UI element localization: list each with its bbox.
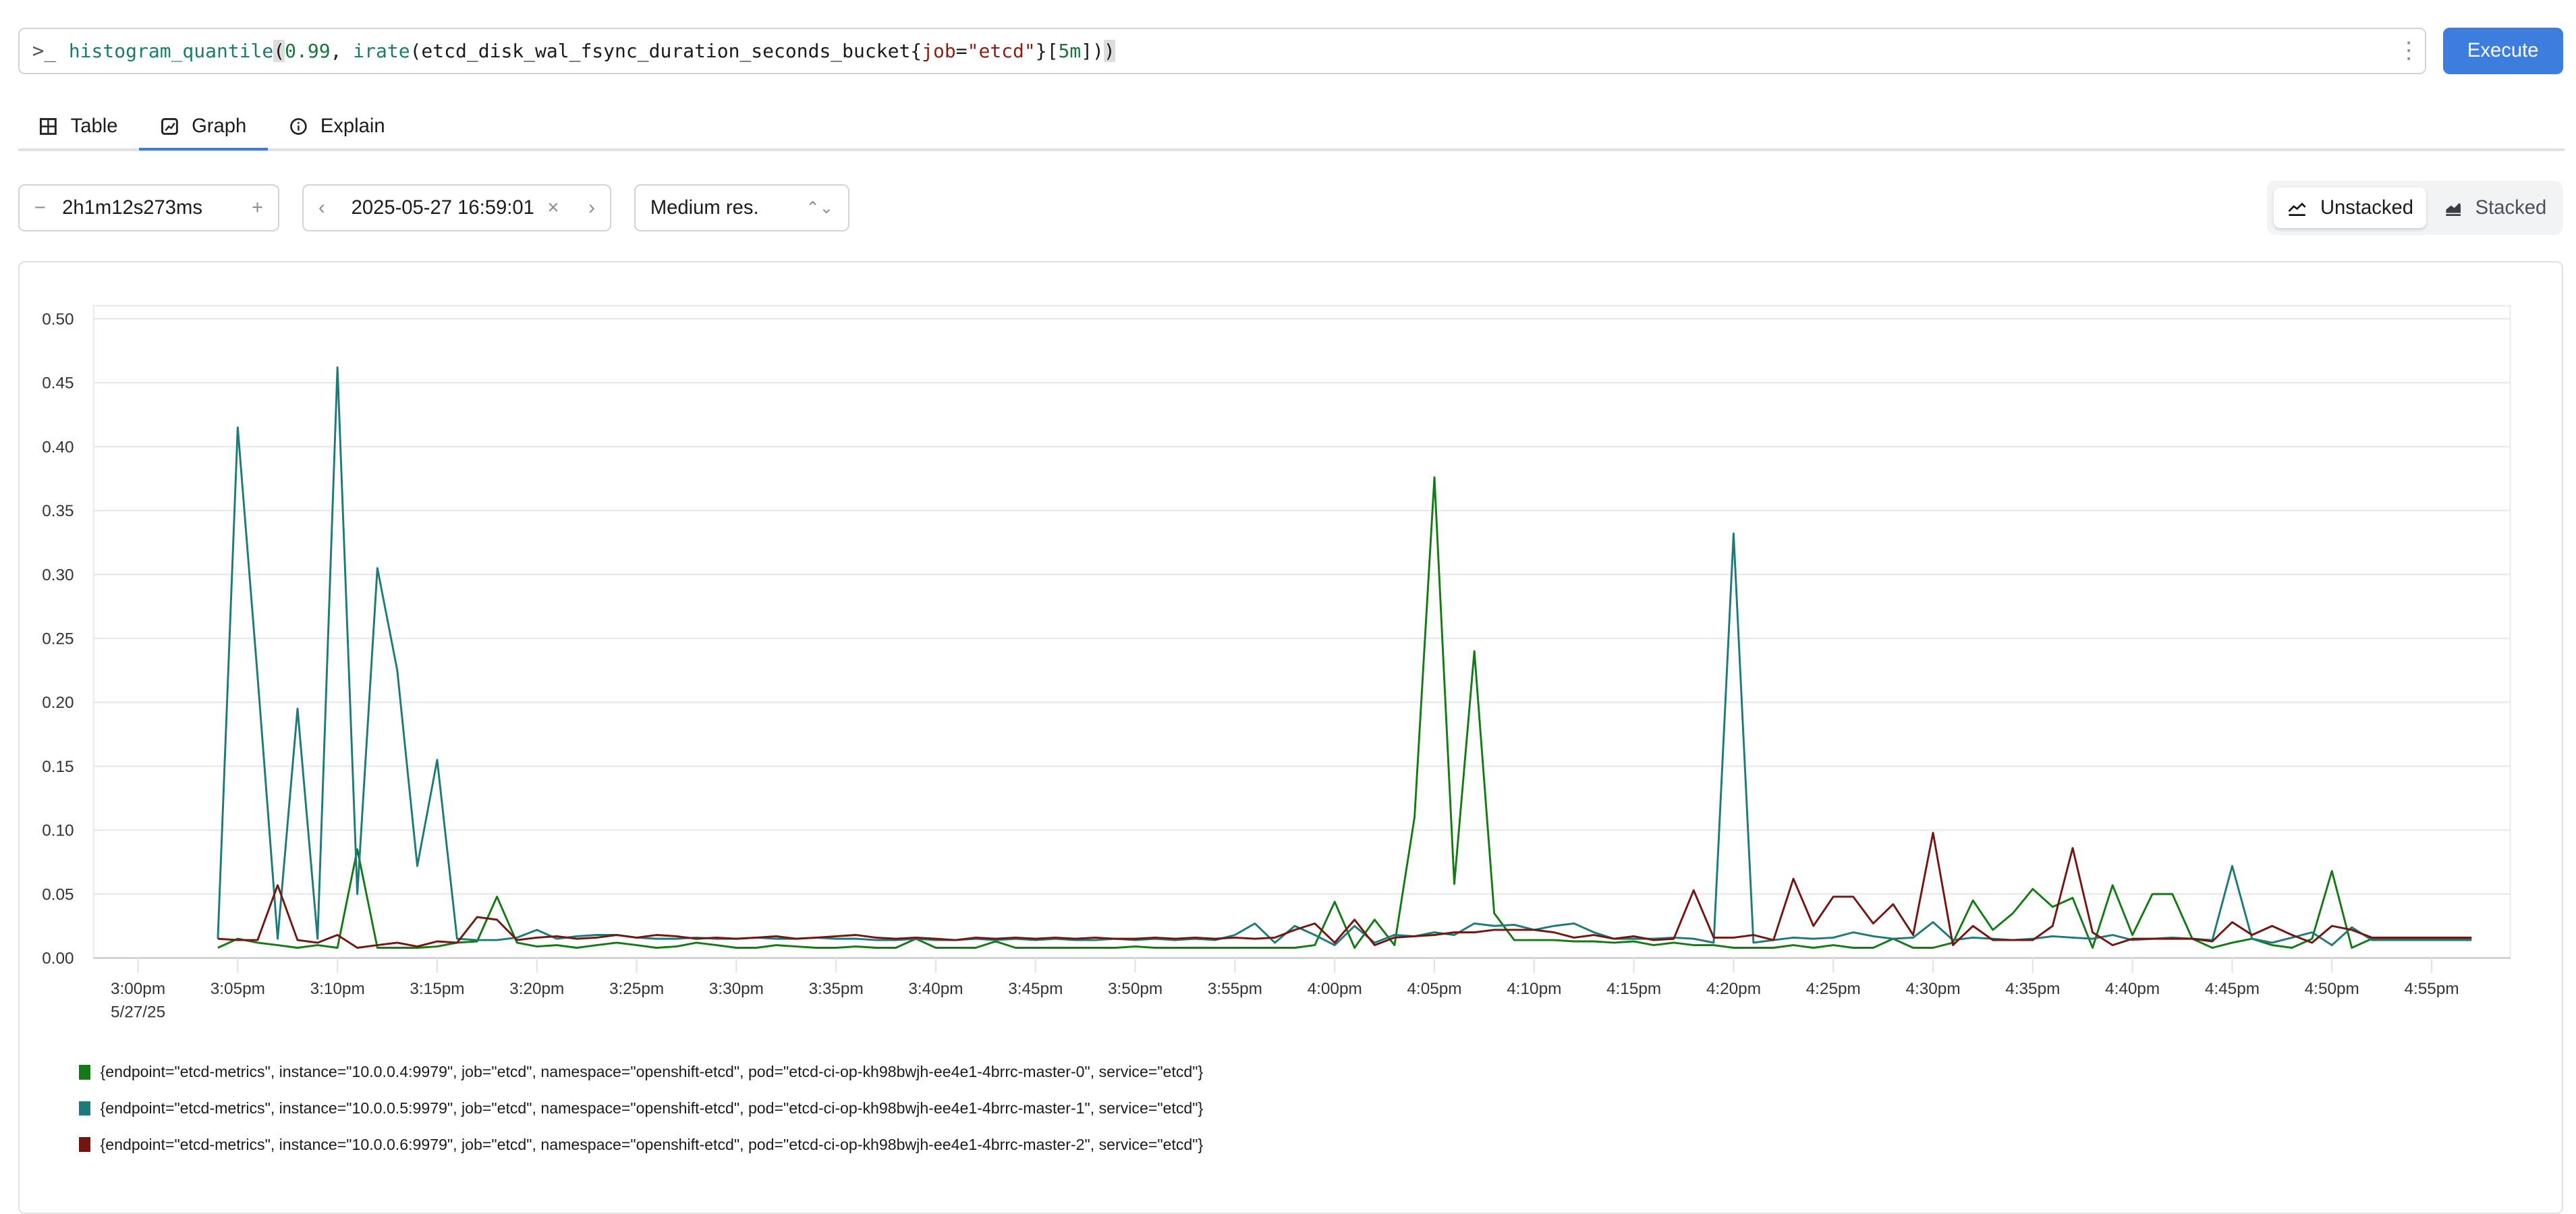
stack-toggle: Unstacked Stacked [2267, 180, 2563, 236]
time-series-chart[interactable]: 0.00 0.05 0.10 0.15 0.20 0.25 0.30 0.35 0.40 0.45… [0, 0, 2576, 1051]
unstacked-button[interactable]: Unstacked [2274, 187, 2427, 229]
execute-button[interactable]: Execute [2442, 28, 2563, 74]
x-tick-label: 3:15pm [410, 980, 464, 998]
increase-range-button[interactable]: + [251, 196, 264, 219]
x-tick-label: 4:50pm [2305, 980, 2359, 998]
x-tick-label: 3:45pm [1008, 980, 1063, 998]
x-tick-label: 4:45pm [2205, 980, 2260, 998]
resolution-select[interactable]: Medium res. ⌃⌄ [634, 184, 849, 232]
x-tick-label: 3:20pm [509, 980, 564, 998]
view-tabs: Table Graph Explain [18, 105, 2565, 151]
query-token: , [330, 39, 354, 62]
legend-swatch [78, 1064, 90, 1080]
query-token: (etcd_disk_wal_fsync_duration_seconds_bu… [410, 39, 922, 62]
previous-time-button[interactable]: ‹ [318, 196, 325, 219]
query-token: }[ [1035, 39, 1059, 62]
query-token: ) [1103, 39, 1115, 62]
stacked-button[interactable]: Stacked [2432, 188, 2560, 229]
legend-swatch [78, 1101, 90, 1116]
query-token: "etcd" [967, 39, 1036, 62]
x-tick-label: 4:15pm [1606, 980, 1661, 998]
tab-graph[interactable]: Graph [139, 105, 268, 151]
x-tick-label: 4:05pm [1407, 980, 1461, 998]
graph-icon [161, 118, 178, 135]
query-token: ( [273, 39, 285, 62]
tab-label: Graph [192, 115, 247, 137]
query-input[interactable]: >_ histogram_quantile(0.99, irate(etcd_d… [18, 28, 2427, 74]
y-tick-label: 0.05 [42, 885, 74, 904]
x-tick-label: 3:00pm [111, 980, 165, 998]
stacked-label: Stacked [2475, 196, 2547, 219]
query-expression[interactable]: histogram_quantile(0.99, irate(etcd_disk… [68, 39, 2392, 62]
x-tick-label: 3:35pm [809, 980, 864, 998]
y-tick-label: 0.35 [42, 502, 74, 520]
end-time-input: ‹ 2025-05-27 16:59:01 × › [302, 184, 611, 232]
tab-label: Explain [320, 115, 385, 137]
y-tick-label: 0.50 [42, 310, 74, 329]
query-token: ]) [1081, 39, 1104, 62]
clear-time-button[interactable]: × [547, 196, 559, 219]
x-tick-label: 3:30pm [709, 980, 764, 998]
legend-item[interactable]: {endpoint="etcd-metrics", instance="10.0… [78, 1135, 1204, 1154]
tab-label: Table [70, 115, 118, 137]
y-tick-label: 0.30 [42, 566, 74, 584]
x-tick-label: 4:40pm [2105, 980, 2160, 998]
kebab-menu-icon[interactable]: ⋮ [2397, 38, 2421, 64]
y-tick-label: 0.15 [42, 758, 74, 776]
query-token: histogram_quantile [68, 39, 274, 62]
y-tick-label: 0.45 [42, 375, 74, 393]
legend-label: {endpoint="etcd-metrics", instance="10.0… [100, 1135, 1204, 1153]
x-tick-label: 3:05pm [211, 980, 265, 998]
line-chart-icon [2287, 202, 2306, 216]
query-token: = [955, 39, 968, 62]
next-time-button[interactable]: › [588, 196, 595, 219]
unstacked-label: Unstacked [2320, 196, 2414, 219]
terminal-prompt-icon: >_ [32, 39, 56, 63]
legend-label: {endpoint="etcd-metrics", instance="10.0… [100, 1099, 1204, 1117]
y-tick-label: 0.20 [42, 694, 74, 712]
query-token: 0.99 [285, 39, 331, 62]
x-tick-label: 4:10pm [1507, 980, 1561, 998]
legend-item[interactable]: {endpoint="etcd-metrics", instance="10.0… [78, 1099, 1204, 1118]
x-tick-label: 3:55pm [1208, 980, 1262, 998]
area-chart-icon [2446, 202, 2461, 216]
query-token: irate [353, 39, 410, 62]
series-line-master-2 [217, 831, 2472, 949]
series-line-master-1 [217, 366, 2472, 947]
legend-label: {endpoint="etcd-metrics", instance="10.0… [100, 1063, 1204, 1081]
query-token: job [922, 39, 956, 62]
x-tick-label: 3:50pm [1108, 980, 1163, 998]
range-input: − 2h1m12s273ms + [18, 184, 279, 232]
x-tick-label: 4:00pm [1308, 980, 1362, 998]
y-tick-label: 0.10 [42, 822, 74, 840]
x-tick-label: 3:25pm [609, 980, 664, 998]
query-token: 5m [1058, 39, 1082, 62]
x-tick-label: 4:35pm [2005, 980, 2060, 998]
y-tick-label: 0.25 [42, 630, 74, 649]
resolution-value: Medium res. [650, 196, 759, 219]
end-time-value[interactable]: 2025-05-27 16:59:01 [351, 196, 534, 219]
tab-table[interactable]: Table [18, 105, 139, 148]
info-circle-icon [289, 118, 307, 135]
legend-item[interactable]: {endpoint="etcd-metrics", instance="10.0… [78, 1063, 1204, 1081]
x-date-label: 5/27/25 [111, 1003, 165, 1021]
series-line-master-0 [217, 476, 2472, 949]
x-tick-label: 4:55pm [2404, 980, 2459, 998]
x-tick-label: 4:30pm [1905, 980, 1960, 998]
chevron-up-down-icon: ⌃⌄ [806, 199, 833, 218]
x-tick-label: 4:25pm [1806, 980, 1861, 998]
table-icon [40, 118, 57, 135]
decrease-range-button[interactable]: − [34, 196, 46, 219]
plot-area [92, 304, 2511, 959]
x-tick-label: 4:20pm [1706, 980, 1761, 998]
x-tick-label: 3:10pm [310, 980, 365, 998]
y-tick-label: 0.00 [42, 949, 74, 968]
range-value[interactable]: 2h1m12s273ms [62, 196, 203, 219]
legend-swatch [78, 1137, 90, 1153]
tab-explain[interactable]: Explain [268, 105, 406, 148]
x-tick-label: 3:40pm [908, 980, 963, 998]
y-tick-label: 0.40 [42, 438, 74, 456]
